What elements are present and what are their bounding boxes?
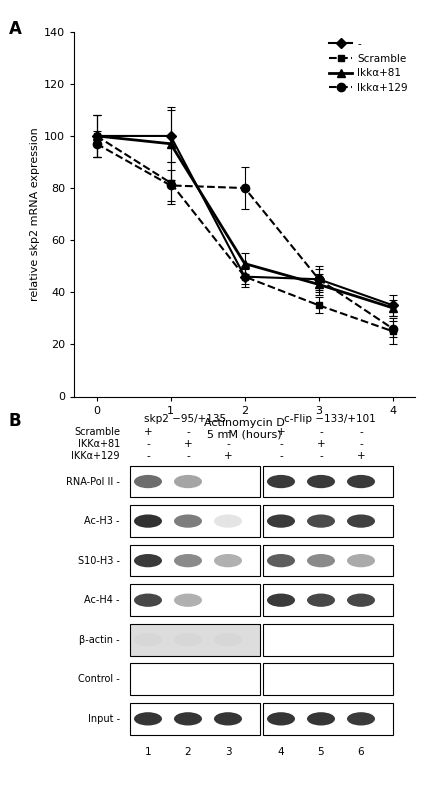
Text: +: + <box>224 451 232 461</box>
Text: 4: 4 <box>277 746 284 757</box>
Ellipse shape <box>347 554 375 567</box>
Ellipse shape <box>347 475 375 488</box>
Bar <box>130 505 260 537</box>
Text: -: - <box>279 439 283 449</box>
Ellipse shape <box>134 712 162 726</box>
Bar <box>263 505 393 537</box>
Text: -: - <box>279 451 283 461</box>
Text: 6: 6 <box>358 746 364 757</box>
Text: IKKα+129: IKKα+129 <box>72 451 120 461</box>
Bar <box>263 545 393 577</box>
Ellipse shape <box>307 712 335 726</box>
Text: +: + <box>277 427 285 437</box>
Text: +: + <box>357 451 365 461</box>
Text: 2: 2 <box>185 746 191 757</box>
Ellipse shape <box>174 554 202 567</box>
Text: Input -: Input - <box>88 714 120 724</box>
Text: Ac-H4 -: Ac-H4 - <box>84 596 120 605</box>
Text: IKKα+81: IKKα+81 <box>78 439 120 449</box>
Ellipse shape <box>347 515 375 528</box>
Legend: -, Scramble, Ikkα+81, Ikkα+129: -, Scramble, Ikkα+81, Ikkα+129 <box>327 37 410 95</box>
Bar <box>130 664 260 695</box>
Text: -: - <box>186 427 190 437</box>
Ellipse shape <box>214 633 242 646</box>
Ellipse shape <box>134 593 162 607</box>
Ellipse shape <box>174 712 202 726</box>
Ellipse shape <box>267 593 295 607</box>
Text: -: - <box>226 439 230 449</box>
Text: A: A <box>9 20 21 38</box>
Bar <box>263 624 393 656</box>
Ellipse shape <box>174 515 202 528</box>
Ellipse shape <box>347 593 375 607</box>
Text: +: + <box>184 439 192 449</box>
Bar <box>263 664 393 695</box>
Text: -: - <box>319 451 323 461</box>
Text: 1: 1 <box>145 746 151 757</box>
Ellipse shape <box>174 633 202 646</box>
Ellipse shape <box>307 593 335 607</box>
Text: -: - <box>226 427 230 437</box>
Text: +: + <box>144 427 153 437</box>
Ellipse shape <box>267 515 295 528</box>
Ellipse shape <box>214 515 242 528</box>
Bar <box>263 465 393 497</box>
Text: -: - <box>186 451 190 461</box>
Ellipse shape <box>307 475 335 488</box>
Text: 5: 5 <box>318 746 324 757</box>
Ellipse shape <box>134 554 162 567</box>
Text: c-Flip −133/+101: c-Flip −133/+101 <box>284 414 376 424</box>
Ellipse shape <box>267 554 295 567</box>
Ellipse shape <box>134 515 162 528</box>
Ellipse shape <box>307 554 335 567</box>
Ellipse shape <box>267 475 295 488</box>
Text: 3: 3 <box>225 746 231 757</box>
Ellipse shape <box>174 593 202 607</box>
Bar <box>130 703 260 734</box>
Text: -: - <box>359 439 363 449</box>
Bar <box>130 545 260 577</box>
Ellipse shape <box>214 554 242 567</box>
Text: +: + <box>317 439 325 449</box>
Text: Control -: Control - <box>78 674 120 684</box>
Bar <box>130 624 260 656</box>
Ellipse shape <box>134 633 162 646</box>
Ellipse shape <box>347 712 375 726</box>
Text: RNA-Pol II -: RNA-Pol II - <box>66 477 120 487</box>
Text: Ac-H3 -: Ac-H3 - <box>84 516 120 526</box>
Text: B: B <box>8 412 21 431</box>
Text: -: - <box>146 451 150 461</box>
Text: -: - <box>359 427 363 437</box>
X-axis label: Actinomycin D
5 mM (hours): Actinomycin D 5 mM (hours) <box>205 418 285 440</box>
Text: S10-H3 -: S10-H3 - <box>78 556 120 565</box>
Ellipse shape <box>267 712 295 726</box>
Text: -: - <box>319 427 323 437</box>
Ellipse shape <box>307 515 335 528</box>
Bar <box>130 584 260 616</box>
Text: β-actin -: β-actin - <box>80 634 120 645</box>
Text: skp2 −95/+135: skp2 −95/+135 <box>144 414 226 424</box>
Bar <box>263 584 393 616</box>
Ellipse shape <box>174 475 202 488</box>
Bar <box>130 465 260 497</box>
Text: Scramble: Scramble <box>74 427 120 437</box>
Text: -: - <box>146 439 150 449</box>
Bar <box>263 703 393 734</box>
Ellipse shape <box>134 475 162 488</box>
Ellipse shape <box>214 712 242 726</box>
Y-axis label: relative skp2 mRNA expression: relative skp2 mRNA expression <box>30 127 40 301</box>
